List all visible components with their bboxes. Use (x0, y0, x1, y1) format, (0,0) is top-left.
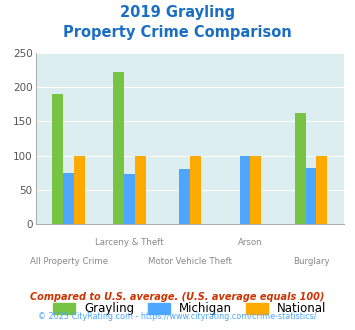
Bar (306, 168, 317, 224)
Bar (63, 173, 74, 224)
Bar (74, 156, 85, 224)
Text: Motor Vehicle Theft: Motor Vehicle Theft (148, 257, 232, 266)
Bar (113, 72, 124, 224)
Bar (53, 94, 63, 224)
Bar (240, 156, 251, 224)
Bar (179, 169, 190, 224)
Legend: Grayling, Michigan, National: Grayling, Michigan, National (54, 302, 326, 315)
Text: Burglary: Burglary (293, 257, 329, 266)
Bar (124, 174, 135, 224)
Text: Property Crime Comparison: Property Crime Comparison (63, 25, 292, 40)
Text: © 2025 CityRating.com - https://www.cityrating.com/crime-statistics/: © 2025 CityRating.com - https://www.city… (38, 312, 317, 321)
Text: Arson: Arson (238, 238, 263, 247)
Bar (135, 156, 146, 224)
Text: Compared to U.S. average. (U.S. average equals 100): Compared to U.S. average. (U.S. average … (30, 292, 325, 302)
Bar (295, 113, 306, 224)
Bar (251, 156, 261, 224)
Text: 2019 Grayling: 2019 Grayling (120, 5, 235, 20)
Text: Larceny & Theft: Larceny & Theft (95, 238, 164, 247)
Text: All Property Crime: All Property Crime (30, 257, 108, 266)
Bar (190, 156, 201, 224)
Bar (317, 156, 327, 224)
